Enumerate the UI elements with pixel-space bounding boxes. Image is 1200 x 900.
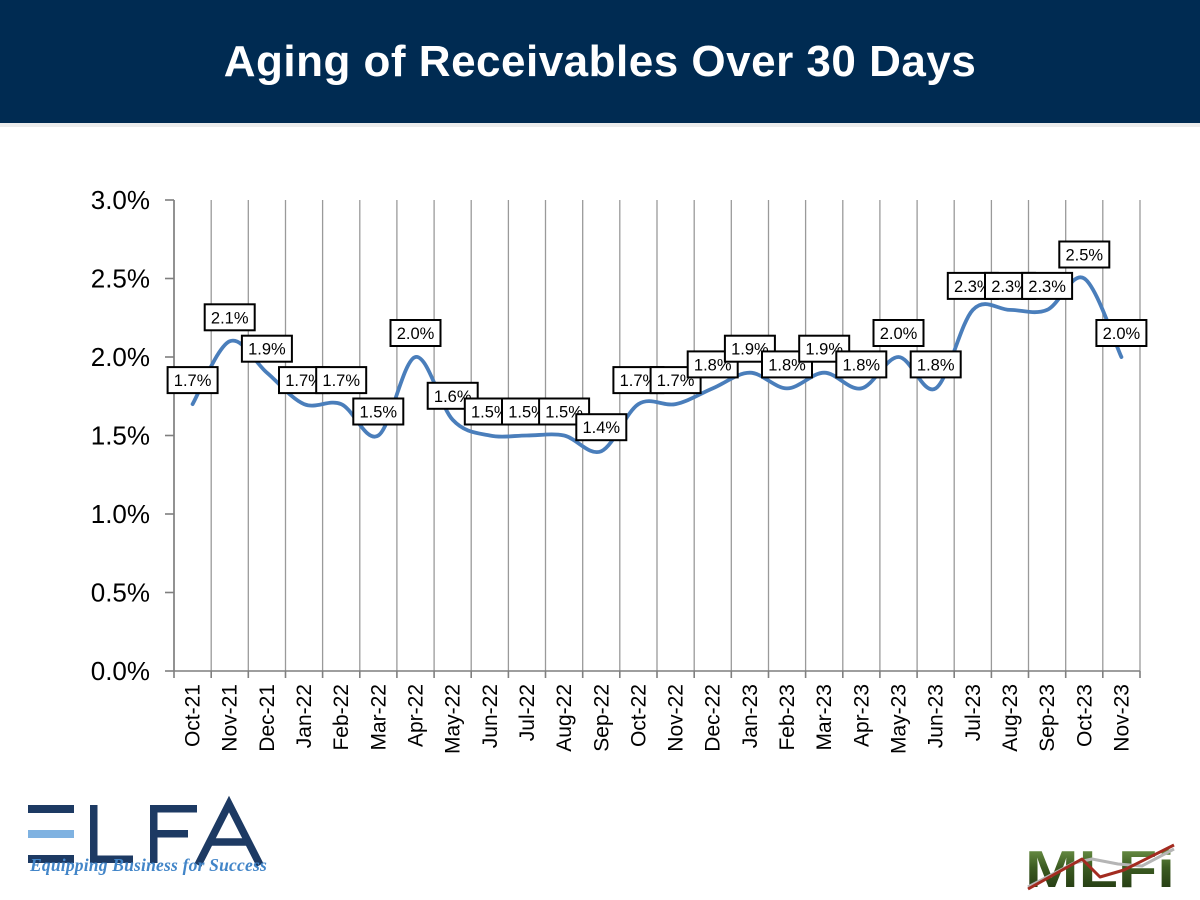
series-line (190, 275, 1124, 454)
elfa-letter-a (194, 795, 264, 867)
elfa-letter-l (90, 805, 133, 863)
data-label-box (1095, 319, 1148, 347)
data-label: 1.5% (471, 404, 509, 422)
data-label: 2.0% (1103, 325, 1141, 343)
data-label-box (909, 350, 962, 379)
data-label: 1.8% (768, 356, 806, 374)
data-label: 2.3% (1028, 278, 1066, 296)
x-tick-label: Feb-22 (330, 684, 353, 751)
data-label: 1.8% (694, 356, 732, 374)
mlfi-letters: MLFi (1025, 841, 1175, 897)
x-tick-label: Mar-22 (367, 684, 390, 751)
data-label-box (240, 334, 293, 363)
data-label: 2.0% (397, 325, 435, 343)
y-tick-label: 0.0% (91, 656, 150, 686)
data-label: 2.5% (1065, 247, 1103, 265)
x-tick-label: Aug-23 (999, 684, 1022, 752)
data-label: 1.6% (434, 388, 472, 406)
data-label-box (1021, 271, 1074, 300)
mlfi-red-trendline (1027, 843, 1175, 891)
x-tick-label: Sep-22 (590, 684, 613, 752)
data-label-box (798, 334, 851, 363)
x-tick-label: Oct-21 (182, 684, 205, 747)
x-tick-label: Jul-22 (516, 684, 539, 741)
x-tick-label: Nov-21 (219, 684, 242, 752)
data-label: 1.5% (359, 404, 397, 422)
x-tick-label: May-22 (442, 684, 465, 754)
data-label: 2.3% (991, 278, 1029, 296)
data-label: 1.7% (322, 372, 360, 390)
data-label-box (166, 366, 219, 395)
data-label-box (203, 303, 256, 332)
data-label: 1.7% (620, 372, 658, 390)
data-label: 1.5% (545, 404, 583, 422)
x-tick-label: Mar-23 (813, 684, 836, 751)
y-tick-label: 0.5% (91, 578, 150, 608)
data-label-box (575, 413, 628, 442)
data-label: 2.3% (954, 278, 992, 296)
elfa-logo (28, 795, 264, 867)
data-label-box (835, 350, 888, 379)
x-tick-label: Apr-22 (405, 684, 428, 747)
x-tick-label: Oct-23 (1073, 684, 1096, 747)
x-tick-label: Jun-22 (479, 684, 502, 748)
data-label: 1.4% (582, 419, 620, 437)
data-label: 2.0% (880, 325, 918, 343)
data-label: 1.5% (508, 404, 546, 422)
y-tick-label: 2.5% (91, 264, 150, 294)
x-tick-label: Nov-23 (1110, 684, 1133, 752)
title-banner: Aging of Receivables Over 30 Days (0, 0, 1200, 127)
x-tick-label: Sep-23 (1036, 684, 1059, 752)
y-tick-label: 2.0% (91, 342, 150, 372)
data-label: 1.9% (731, 341, 769, 359)
elfa-tagline: Equipping Business for Success (30, 855, 267, 875)
x-tick-label: Jan-23 (739, 684, 762, 748)
x-tick-label: Jun-23 (925, 684, 948, 748)
elfa-letter-f (150, 805, 197, 863)
y-tick-label: 1.5% (91, 421, 150, 451)
data-label: 1.7% (657, 372, 695, 390)
data-label-box (389, 319, 442, 347)
chart-title: Aging of Receivables Over 30 Days (223, 36, 977, 86)
data-label-box (1058, 240, 1111, 269)
x-tick-label: May-23 (888, 684, 911, 754)
x-tick-label: Nov-22 (665, 684, 688, 752)
data-label: 1.8% (842, 356, 880, 374)
mlfi-logo: MLFi (1025, 841, 1176, 898)
data-label: 1.7% (285, 372, 323, 390)
data-label: 1.8% (917, 356, 955, 374)
data-label-box (872, 319, 925, 347)
data-label-box (352, 397, 405, 426)
x-tick-label: Feb-23 (776, 684, 799, 751)
data-label: 1.9% (248, 341, 286, 359)
x-tick-label: Dec-21 (256, 684, 279, 752)
x-tick-label: Apr-23 (850, 684, 873, 747)
y-tick-label: 3.0% (91, 185, 150, 215)
data-label: 1.9% (805, 341, 843, 359)
data-label-box (315, 366, 368, 395)
x-tick-label: Dec-22 (702, 684, 725, 752)
data-label: 2.1% (211, 309, 249, 327)
y-tick-label: 1.0% (91, 499, 150, 529)
data-label: 1.7% (174, 372, 212, 390)
x-tick-label: Jul-23 (962, 684, 985, 741)
x-tick-label: Oct-22 (627, 684, 650, 747)
x-tick-label: Jan-22 (293, 684, 316, 748)
x-tick-label: Aug-22 (553, 684, 576, 752)
elfa-letter-e (28, 805, 74, 863)
